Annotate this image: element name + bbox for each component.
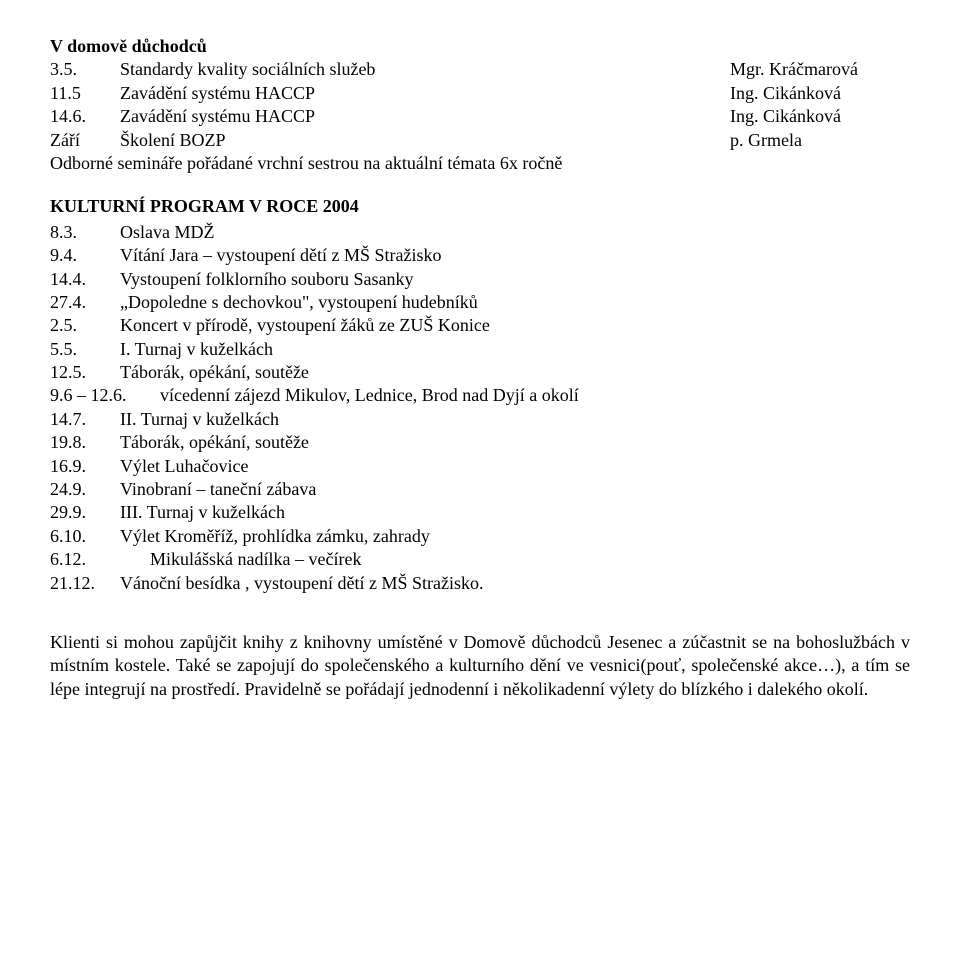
staff-right: Mgr. Kráčmarová — [730, 58, 910, 81]
program-row: 27.4.„Dopoledne s dechovkou", vystoupení… — [50, 291, 910, 314]
program-label: Vánoční besídka , vystoupení dětí z MŠ S… — [120, 572, 910, 595]
program-row: 6.12.Mikulášská nadílka – večírek — [50, 548, 910, 571]
program-row: 14.4.Vystoupení folklorního souboru Sasa… — [50, 268, 910, 291]
program-num: 9.4. — [50, 244, 120, 267]
program-num: 24.9. — [50, 478, 120, 501]
program-label: Mikulášská nadílka – večírek — [120, 548, 910, 571]
program-label: Táborák, opékání, soutěže — [120, 431, 910, 454]
program-row: 21.12.Vánoční besídka , vystoupení dětí … — [50, 572, 910, 595]
program-label: Táborák, opékání, soutěže — [120, 361, 910, 384]
staff-right: Ing. Cikánková — [730, 82, 910, 105]
program-row: 5.5.I. Turnaj v kuželkách — [50, 338, 910, 361]
program-row: 6.10.Výlet Kroměříž, prohlídka zámku, za… — [50, 525, 910, 548]
program-num: 6.10. — [50, 525, 120, 548]
staff-num: Září — [50, 129, 120, 152]
program-row: 24.9.Vinobraní – taneční zábava — [50, 478, 910, 501]
program-row: 2.5.Koncert v přírodě, vystoupení žáků z… — [50, 314, 910, 337]
program-row: 8.3.Oslava MDŽ — [50, 221, 910, 244]
staff-num: 14.6. — [50, 105, 120, 128]
program-num: 6.12. — [50, 548, 120, 571]
program-num: 19.8. — [50, 431, 120, 454]
program-label: Vinobraní – taneční zábava — [120, 478, 910, 501]
program-label: II. Turnaj v kuželkách — [120, 408, 910, 431]
program-label: Koncert v přírodě, vystoupení žáků ze ZU… — [120, 314, 910, 337]
program-row: 19.8.Táborák, opékání, soutěže — [50, 431, 910, 454]
program-num: 2.5. — [50, 314, 120, 337]
staff-num: 11.5 — [50, 82, 120, 105]
program-num: 27.4. — [50, 291, 120, 314]
program-row: 16.9.Výlet Luhačovice — [50, 455, 910, 478]
staff-row: Září Školení BOZP p. Grmela — [50, 129, 910, 152]
program-label: vícedenní zájezd Mikulov, Lednice, Brod … — [160, 384, 910, 407]
seminar-line: Odborné semináře pořádané vrchní sestrou… — [50, 152, 910, 175]
program-num: 12.5. — [50, 361, 120, 384]
staff-num: 3.5. — [50, 58, 120, 81]
program-num: 29.9. — [50, 501, 120, 524]
program-num: 16.9. — [50, 455, 120, 478]
program-num: 14.4. — [50, 268, 120, 291]
program-label: III. Turnaj v kuželkách — [120, 501, 910, 524]
staff-right: p. Grmela — [730, 129, 910, 152]
program-row: 29.9.III. Turnaj v kuželkách — [50, 501, 910, 524]
program-row: 9.6 – 12.6.vícedenní zájezd Mikulov, Led… — [50, 384, 910, 407]
staff-row: 14.6. Zavádění systému HACCP Ing. Cikánk… — [50, 105, 910, 128]
program-num: 9.6 – 12.6. — [50, 384, 160, 407]
program-row: 9.4.Vítání Jara – vystoupení dětí z MŠ S… — [50, 244, 910, 267]
program-num: 14.7. — [50, 408, 120, 431]
staff-label: Zavádění systému HACCP — [120, 82, 730, 105]
program-num: 21.12. — [50, 572, 120, 595]
body-paragraph: Klienti si mohou zapůjčit knihy z knihov… — [50, 631, 910, 701]
program-row: 14.7.II. Turnaj v kuželkách — [50, 408, 910, 431]
page-title: V domově důchodců — [50, 35, 910, 58]
staff-right: Ing. Cikánková — [730, 105, 910, 128]
program-num: 5.5. — [50, 338, 120, 361]
program-row: 12.5.Táborák, opékání, soutěže — [50, 361, 910, 384]
staff-label: Školení BOZP — [120, 129, 730, 152]
staff-row: 11.5 Zavádění systému HACCP Ing. Cikánko… — [50, 82, 910, 105]
program-label: „Dopoledne s dechovkou", vystoupení hude… — [120, 291, 910, 314]
program-label: Výlet Kroměříž, prohlídka zámku, zahrady — [120, 525, 910, 548]
program-label: Oslava MDŽ — [120, 221, 910, 244]
program-num: 8.3. — [50, 221, 120, 244]
program-label: Vítání Jara – vystoupení dětí z MŠ Straž… — [120, 244, 910, 267]
staff-row: 3.5. Standardy kvality sociálních služeb… — [50, 58, 910, 81]
program-label: Vystoupení folklorního souboru Sasanky — [120, 268, 910, 291]
staff-label: Standardy kvality sociálních služeb — [120, 58, 730, 81]
program-heading: KULTURNÍ PROGRAM V ROCE 2004 — [50, 195, 910, 218]
program-label: I. Turnaj v kuželkách — [120, 338, 910, 361]
staff-label: Zavádění systému HACCP — [120, 105, 730, 128]
program-label: Výlet Luhačovice — [120, 455, 910, 478]
